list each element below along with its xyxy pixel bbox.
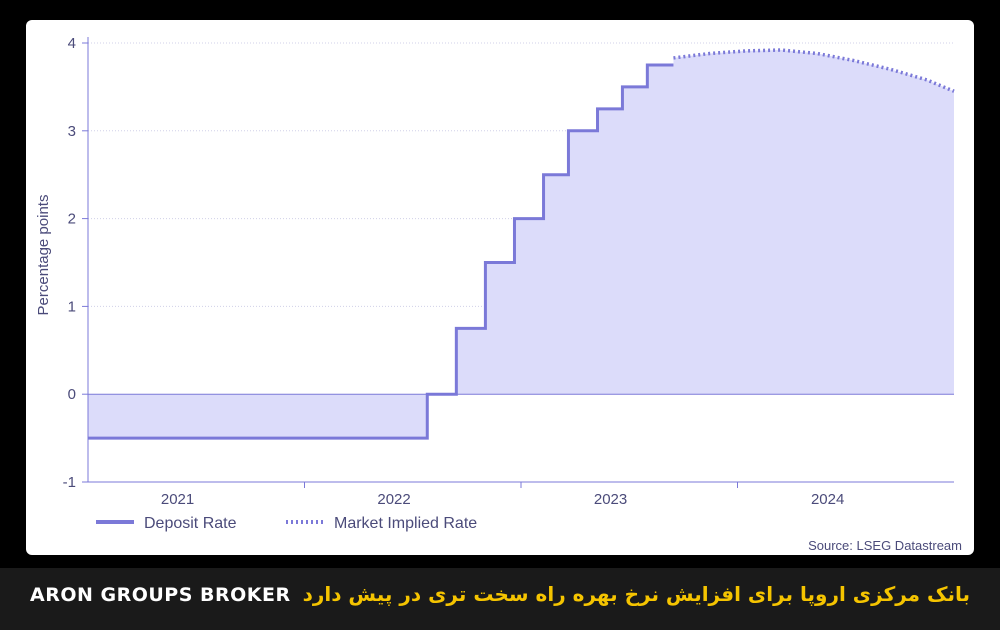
- y-tick-label: -1: [63, 474, 76, 491]
- area-fill-region: [88, 50, 954, 439]
- y-axis-label: Percentage points: [35, 195, 52, 316]
- series-deposit-rate: [88, 63, 674, 440]
- series-lines: [88, 48, 955, 440]
- y-tick-label: 2: [68, 211, 76, 228]
- y-tick-label: 1: [68, 298, 76, 315]
- chart-area: -1 0 1 2 3 4 2021 2022 2023 2024 Percentage point…: [35, 35, 962, 553]
- x-tick-label: 2021: [161, 491, 194, 508]
- x-tick-label: 2023: [594, 491, 627, 508]
- area-fill: [88, 50, 954, 439]
- x-tick-label: 2022: [377, 491, 410, 508]
- axes: [82, 37, 954, 488]
- y-tick-label: 3: [68, 123, 76, 140]
- y-tick-label: 4: [68, 35, 76, 52]
- chart-card: -1 0 1 2 3 4 2021 2022 2023 2024 Percentage point…: [26, 20, 974, 555]
- legend-deposit-rate: Deposit Rate: [144, 515, 237, 532]
- headline: بانک مرکزی اروپا برای افزایش نرخ بهره را…: [302, 582, 970, 606]
- x-tick-label: 2024: [811, 491, 844, 508]
- legend: Deposit Rate Market Implied Rate: [96, 515, 477, 532]
- y-tick-label: 0: [68, 386, 76, 403]
- tick-labels: -1 0 1 2 3 4 2021 2022 2023 2024: [63, 35, 845, 508]
- brand-name: ARON GROUPS BROKER: [30, 584, 291, 606]
- source-note: Source: LSEG Datastream: [808, 538, 962, 553]
- footer-bar: ARON GROUPS BROKER بانک مرکزی اروپا برای…: [0, 568, 1000, 630]
- legend-market-implied-rate: Market Implied Rate: [334, 515, 477, 532]
